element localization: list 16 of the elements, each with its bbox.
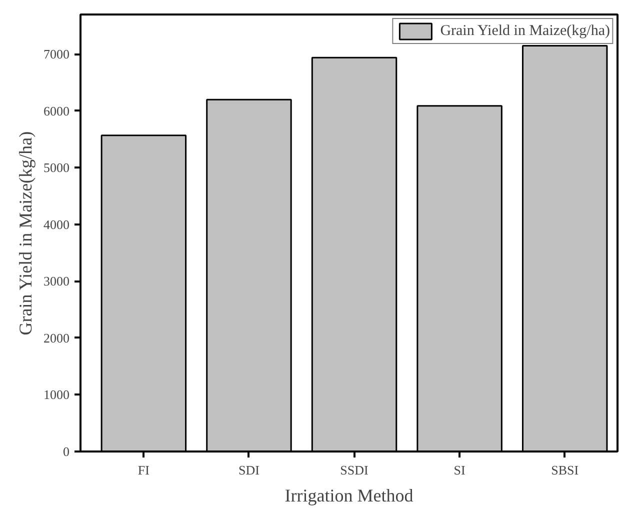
y-tick-label: 0: [63, 444, 70, 459]
y-tick-label: 2000: [44, 330, 70, 346]
y-tick-label: 5000: [44, 160, 70, 176]
y-tick-label: 6000: [44, 103, 70, 118]
y-tick-label: 7000: [44, 46, 70, 62]
legend-label: Grain Yield in Maize(kg/ha): [440, 22, 610, 40]
y-tick-label: 4000: [44, 216, 70, 232]
x-tick-label: SI: [454, 462, 466, 478]
x-axis-title: Irrigation Method: [284, 486, 414, 506]
x-tick-label: FI: [138, 462, 150, 478]
y-tick-label: 1000: [44, 387, 70, 402]
x-tick-label: SDI: [238, 462, 260, 478]
x-tick-label: SBSI: [551, 462, 579, 478]
y-tick-label: 3000: [44, 274, 70, 289]
x-tick-label: SSDI: [340, 462, 368, 478]
y-axis-title: Grain Yield in Maize(kg/ha): [16, 131, 36, 336]
